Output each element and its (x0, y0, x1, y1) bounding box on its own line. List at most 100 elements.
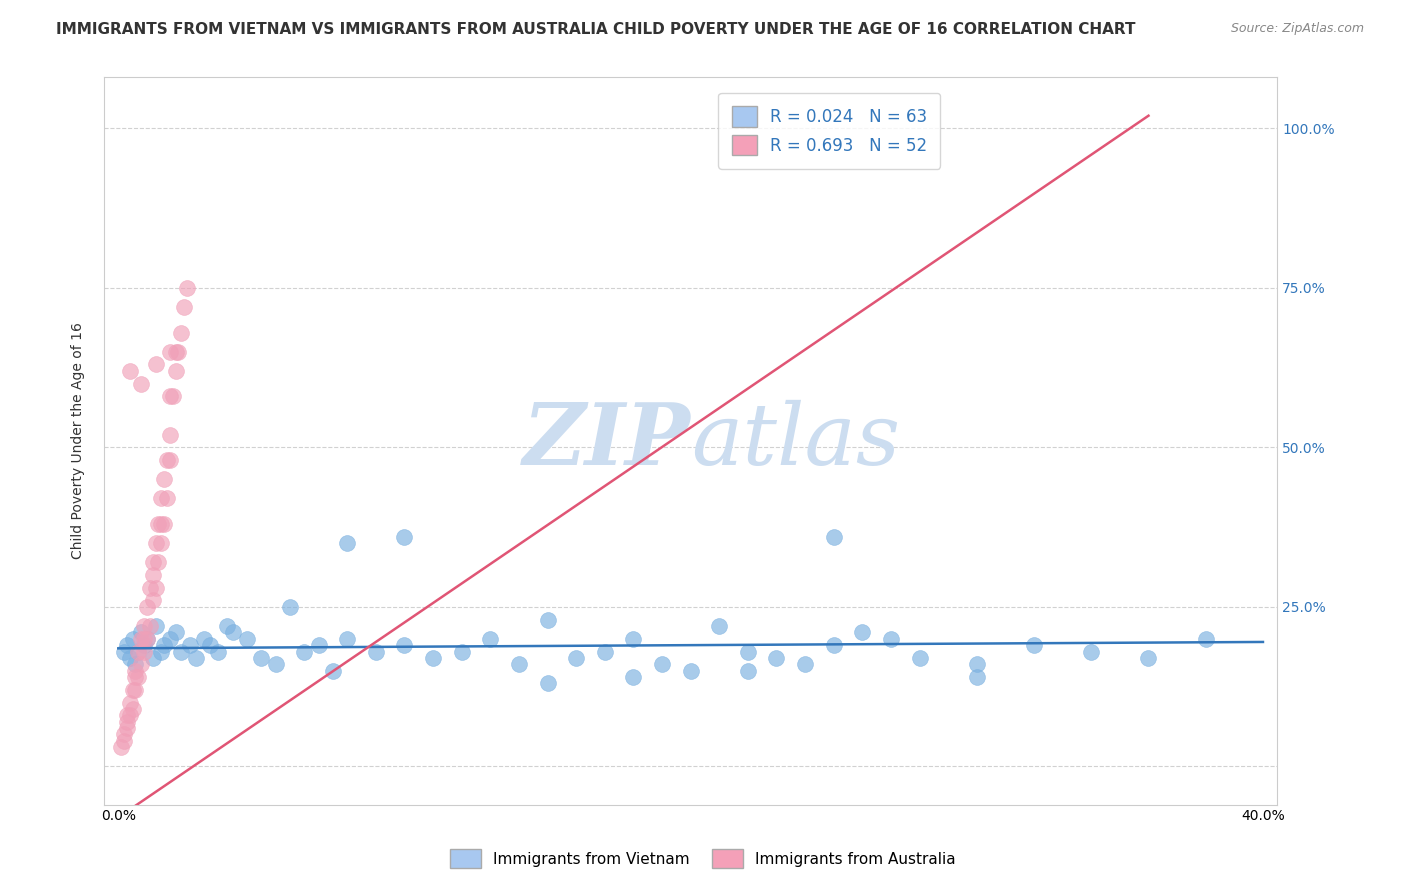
Point (118, 696, 141, 710)
Point (112, 734, 135, 748)
Point (142, 651, 165, 665)
Point (150, 644, 173, 658)
Point (165, 364, 187, 378)
Point (127, 670, 149, 684)
Point (173, 300, 195, 314)
Point (593, 644, 616, 658)
Point (153, 638, 176, 652)
Point (142, 568, 165, 582)
Point (176, 281, 198, 295)
Point (851, 625, 873, 640)
Point (110, 740, 132, 755)
Point (236, 632, 259, 646)
Point (422, 651, 444, 665)
Point (292, 644, 315, 658)
Point (165, 625, 187, 640)
Text: ZIP: ZIP (523, 400, 690, 483)
Point (1080, 644, 1102, 658)
Point (127, 644, 149, 658)
Point (115, 714, 138, 729)
Point (159, 453, 181, 467)
Point (150, 491, 173, 506)
Point (150, 536, 173, 550)
Point (1022, 638, 1045, 652)
Point (198, 638, 221, 652)
Point (737, 644, 759, 658)
Point (124, 664, 146, 678)
Point (765, 651, 787, 665)
Point (159, 389, 181, 403)
Point (129, 625, 152, 640)
Text: atlas: atlas (690, 400, 900, 483)
Point (709, 619, 731, 633)
Point (124, 670, 146, 684)
Point (737, 664, 759, 678)
Point (132, 619, 155, 633)
Point (124, 657, 146, 672)
Point (479, 632, 502, 646)
Point (394, 638, 416, 652)
Point (129, 632, 152, 646)
Point (118, 708, 141, 723)
Point (148, 516, 170, 531)
Point (124, 682, 146, 697)
Point (179, 638, 201, 652)
Point (121, 702, 143, 716)
Point (159, 632, 181, 646)
Point (184, 651, 207, 665)
Point (139, 581, 162, 595)
Point (450, 644, 472, 658)
Point (322, 664, 344, 678)
Point (145, 536, 167, 550)
Point (170, 644, 193, 658)
Point (308, 638, 330, 652)
Point (153, 472, 176, 486)
Point (112, 644, 135, 658)
Point (207, 644, 229, 658)
Point (880, 632, 903, 646)
Point (145, 619, 167, 633)
Point (159, 427, 181, 442)
Point (156, 491, 179, 506)
Point (536, 676, 558, 690)
Point (621, 670, 644, 684)
Point (908, 651, 931, 665)
Point (250, 651, 273, 665)
Point (823, 530, 845, 544)
Point (132, 638, 155, 652)
Point (565, 651, 588, 665)
Point (121, 682, 143, 697)
Point (115, 721, 138, 735)
Point (156, 453, 179, 467)
Point (129, 376, 152, 391)
Point (135, 632, 157, 646)
Point (145, 358, 167, 372)
Point (132, 632, 155, 646)
Point (127, 644, 149, 658)
Point (536, 613, 558, 627)
Point (222, 625, 245, 640)
Point (142, 555, 165, 569)
Point (150, 516, 173, 531)
Point (115, 638, 138, 652)
Point (336, 632, 359, 646)
Point (135, 632, 157, 646)
Point (121, 632, 143, 646)
Point (112, 727, 135, 741)
Point (966, 670, 988, 684)
Point (118, 651, 141, 665)
Point (1137, 651, 1160, 665)
Point (135, 599, 157, 614)
Point (132, 644, 155, 658)
Point (278, 599, 301, 614)
Point (264, 657, 287, 672)
Point (394, 530, 416, 544)
Point (142, 593, 165, 607)
Legend: R = 0.024   N = 63, R = 0.693   N = 52: R = 0.024 N = 63, R = 0.693 N = 52 (718, 93, 941, 169)
Point (167, 344, 190, 359)
Point (679, 664, 702, 678)
Text: IMMIGRANTS FROM VIETNAM VS IMMIGRANTS FROM AUSTRALIA CHILD POVERTY UNDER THE AGE: IMMIGRANTS FROM VIETNAM VS IMMIGRANTS FR… (56, 22, 1136, 37)
Y-axis label: Child Poverty Under the Age of 16: Child Poverty Under the Age of 16 (72, 323, 86, 559)
Point (129, 657, 152, 672)
Point (508, 657, 530, 672)
